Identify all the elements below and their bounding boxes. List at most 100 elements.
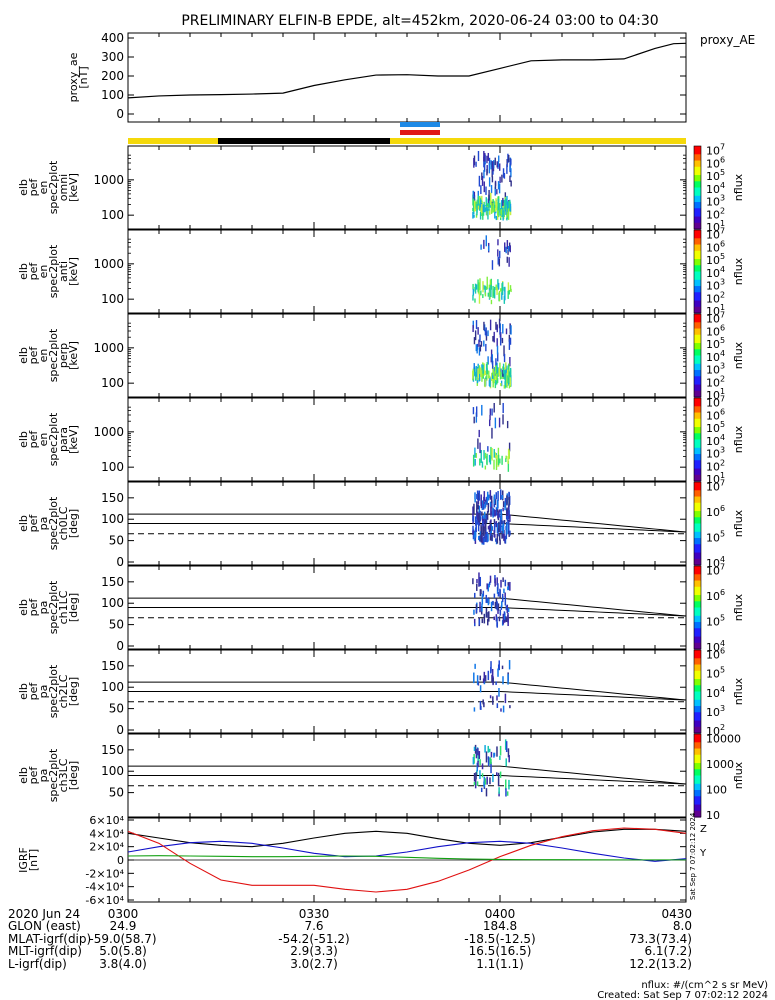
pitch-panel-2-data-mark bbox=[505, 617, 508, 623]
pitch-panel-2-data-mark bbox=[499, 588, 501, 597]
pitch-panel-4-data-mark bbox=[474, 779, 477, 789]
pitch-panel-1-data-mark bbox=[472, 506, 474, 516]
energy-panel-3-colorbar-segment bbox=[694, 380, 701, 384]
pitch-panel-3-data-mark bbox=[502, 705, 505, 713]
energy-panel-4-data-mark bbox=[472, 407, 475, 415]
pitch-panel-1-data-mark bbox=[499, 489, 502, 500]
pitch-panel-1-data-mark bbox=[486, 496, 488, 505]
energy-panel-2-data-mark bbox=[492, 288, 494, 297]
row-value-0-2: -59.0(58.7) bbox=[89, 932, 156, 946]
energy-panel-1-colorbar-frame bbox=[693, 145, 702, 230]
energy-panel-1-data-mark bbox=[488, 162, 491, 174]
energy-panel-3-data-mark bbox=[490, 349, 493, 359]
pitch-panel-3-colorbar-exponent: 3 bbox=[720, 704, 725, 713]
energy-panel-2-colorbar-exponent: 3 bbox=[720, 278, 725, 287]
energy-panel-2-data-mark bbox=[485, 286, 488, 290]
pitch-panel-2-data-mark bbox=[507, 582, 509, 586]
energy-panel-3-data-mark bbox=[496, 377, 499, 383]
pitch-panel-3-colorbar-segment bbox=[694, 656, 701, 659]
pitch-panel-3-colorbar-segment bbox=[694, 724, 701, 728]
energy-panel-3-data-mark bbox=[474, 330, 477, 341]
energy-panel-1-colorbar-segment bbox=[694, 172, 701, 176]
pitch-panel-1-data-mark bbox=[478, 490, 481, 501]
pitch-panel-1-data-mark bbox=[496, 533, 499, 544]
row-label-1: GLON (east) bbox=[8, 919, 81, 933]
pitch-panel-1-colorbar-segment bbox=[694, 521, 701, 525]
pitch-panel-2-data-mark bbox=[498, 616, 501, 622]
pitch-panel-1-data-mark bbox=[488, 494, 490, 499]
energy-panel-4-colorbar-segment bbox=[694, 462, 701, 465]
energy-panel-3-data-mark bbox=[486, 370, 489, 375]
energy-panel-1-data-mark bbox=[486, 155, 488, 164]
pitch-panel-1-colorbar-segment bbox=[694, 482, 701, 485]
energy-panel-2-data-mark bbox=[482, 281, 484, 293]
pitch-panel-1-data-mark bbox=[475, 522, 477, 533]
pitch-panel-2-data-mark bbox=[501, 593, 504, 603]
pitch-panel-2-data-mark bbox=[506, 604, 509, 613]
pitch-panel-3-data-mark bbox=[483, 702, 485, 708]
energy-panel-2-ylabel-line: en bbox=[37, 265, 50, 279]
pitch-panel-1-colorbar-segment bbox=[694, 500, 701, 504]
energy-panel-3-colorbar-segment bbox=[694, 355, 701, 359]
energy-panel-4-colorbar-exponent: 4 bbox=[720, 433, 725, 442]
pitch-panel-3-data-mark bbox=[492, 696, 494, 705]
proxy-ae-ytick-label: 200 bbox=[101, 69, 124, 83]
energy-panel-3-data-mark bbox=[502, 324, 504, 334]
energy-panel-3-data-mark bbox=[475, 344, 478, 352]
energy-panel-1-colorbar-exponent: 7 bbox=[720, 143, 725, 152]
pitch-panel-1-data-mark bbox=[477, 520, 480, 532]
energy-panel-3-data-mark bbox=[502, 370, 505, 379]
pitch-panel-1-data-mark bbox=[499, 539, 501, 545]
pitch-panel-1-colorbar-segment bbox=[694, 490, 701, 493]
pitch-panel-1-data-mark bbox=[494, 533, 496, 538]
pitch-panel-3-colorbar-label: 105 bbox=[706, 666, 725, 681]
energy-panel-3-colorbar-segment bbox=[694, 334, 701, 338]
pitch-panel-1-data-mark bbox=[505, 525, 507, 530]
pitch-panel-4-data-mark bbox=[490, 758, 492, 765]
energy-panel-3-ytick-label: 1000 bbox=[93, 341, 124, 355]
pitch-panel-1-data-mark bbox=[498, 509, 501, 513]
energy-panel-1-data-mark bbox=[480, 185, 482, 195]
pitch-panel-4-colorbar-segment bbox=[694, 750, 701, 754]
pitch-panel-4-colorbar-segment bbox=[694, 777, 701, 781]
pitch-panel-4-ytick-label: 150 bbox=[101, 743, 124, 757]
energy-panel-3-data-mark bbox=[496, 324, 498, 333]
pitch-panel-3-colorbar-segment bbox=[694, 695, 701, 699]
pitch-panel-1-colorbar-segment bbox=[694, 540, 701, 543]
pitch-panel-2-colorbar-segment bbox=[694, 613, 701, 617]
proxy-ae-ylabel-line: [nT] bbox=[77, 66, 90, 88]
pitch-panel-1-data-mark bbox=[500, 509, 503, 521]
energy-panel-1-data-mark bbox=[473, 157, 475, 168]
energy-panel-2-colorbar-segment bbox=[694, 252, 701, 256]
pitch-panel-1-data-mark bbox=[486, 511, 489, 520]
energy-panel-3-colorbar-segment bbox=[694, 392, 701, 396]
energy-panel-1-data-mark bbox=[497, 198, 500, 211]
energy-panel-3-colorbar-segment bbox=[694, 347, 701, 350]
pitch-panel-1-data-mark bbox=[490, 506, 492, 517]
energy-panel-3-data-mark bbox=[487, 330, 489, 337]
pitch-panel-4-data-mark bbox=[504, 739, 507, 750]
pitch-panel-2-data-mark bbox=[494, 578, 496, 587]
energy-panel-4-data-mark bbox=[478, 429, 480, 438]
pitch-panel-4-colorbar-segment bbox=[694, 808, 701, 812]
pitch-panel-1-ylabel-line: pa bbox=[37, 517, 50, 531]
pitch-panel-1-data-mark bbox=[480, 501, 483, 509]
energy-panel-2-data-mark bbox=[507, 245, 510, 252]
energy-panel-1-data-mark bbox=[502, 206, 504, 214]
energy-panel-4-data-mark bbox=[481, 461, 484, 468]
energy-panel-1-data-mark bbox=[506, 159, 508, 168]
energy-panel-4-data-mark bbox=[493, 402, 495, 413]
pitch-panel-1-colorbar-segment bbox=[694, 527, 701, 531]
energy-panel-4-colorbar-segment bbox=[694, 437, 701, 441]
pitch-panel-2-colorbar-segment bbox=[694, 595, 701, 598]
pitch-panel-4-colorbar-segment bbox=[694, 767, 701, 770]
pitch-panel-1-colorbar-segment bbox=[694, 494, 701, 498]
pitch-panel-3-colorbar-exponent: 2 bbox=[720, 723, 725, 732]
pitch-panel-4-data-mark bbox=[490, 751, 493, 758]
energy-panel-2-data-mark bbox=[510, 288, 512, 293]
energy-panel-3-colorbar-segment bbox=[694, 361, 701, 365]
igrf-ytick-label: 4×10⁴ bbox=[89, 827, 124, 840]
pitch-panel-4-data-mark bbox=[498, 791, 500, 797]
energy-panel-1-colorbar-segment bbox=[694, 158, 701, 162]
energy-panel-3-data-mark bbox=[503, 373, 506, 380]
